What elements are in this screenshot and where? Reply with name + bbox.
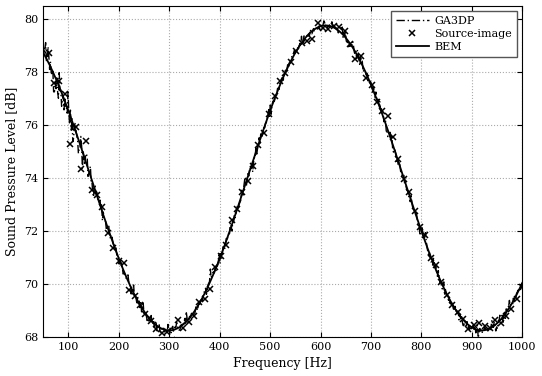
GA3DP (321, 18, 327, 23)
Source-image (314, 21, 321, 25)
Source-image (508, 306, 515, 311)
Source-image (40, 47, 47, 52)
BEM (163, 328, 170, 332)
X-axis label: Frequency [Hz]: Frequency [Hz] (233, 358, 332, 370)
GA3DP (163, 327, 170, 332)
Source-image (460, 317, 466, 321)
BEM (402, 181, 409, 185)
GA3DP (475, 336, 481, 340)
Line: Source-image: Source-image (40, 20, 526, 344)
GA3DP (125, 273, 131, 277)
BEM (362, 68, 368, 73)
BEM (324, 23, 330, 28)
Source-image (449, 303, 455, 307)
Source-image (384, 114, 391, 118)
Source-image (105, 231, 111, 235)
GA3DP (360, 68, 367, 73)
BEM (40, 50, 47, 55)
BEM (519, 281, 525, 285)
BEM (125, 279, 131, 283)
BEM (166, 328, 173, 333)
Line: BEM: BEM (43, 26, 522, 331)
GA3DP (402, 182, 408, 186)
Line: GA3DP: GA3DP (43, 21, 522, 338)
GA3DP (40, 46, 47, 50)
Source-image (191, 314, 197, 318)
BEM (257, 135, 264, 140)
Legend: GA3DP, Source-image, BEM: GA3DP, Source-image, BEM (391, 11, 517, 57)
GA3DP (519, 279, 525, 284)
GA3DP (257, 142, 263, 147)
Y-axis label: Sound Pressure Level [dB]: Sound Pressure Level [dB] (5, 86, 18, 256)
Source-image (169, 338, 176, 343)
GA3DP (323, 23, 330, 28)
Source-image (519, 285, 525, 289)
BEM (322, 23, 329, 28)
